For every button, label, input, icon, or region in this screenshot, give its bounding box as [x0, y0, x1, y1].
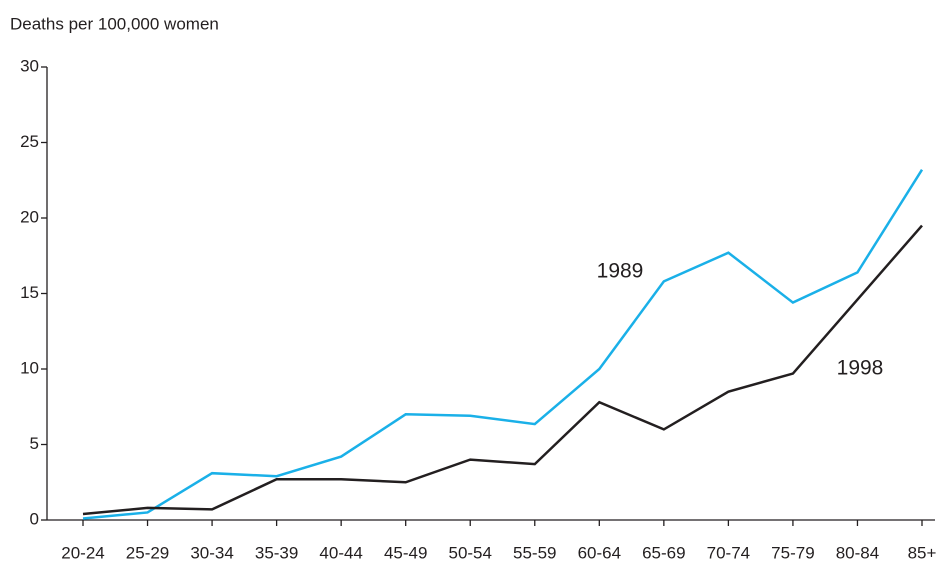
x-tick-label: 65-69 — [642, 543, 685, 562]
y-tick-label: 15 — [20, 283, 39, 302]
y-tick-label: 20 — [20, 207, 39, 226]
x-tick-label: 50-54 — [448, 543, 491, 562]
x-tick-label: 40-44 — [319, 543, 362, 562]
x-tick-label: 70-74 — [707, 543, 750, 562]
x-tick-label: 80-84 — [836, 543, 879, 562]
series-label: 1998 — [837, 357, 884, 380]
x-tick-label: 85+ — [908, 543, 937, 562]
line-series — [82, 224, 923, 516]
x-tick-label: 35-39 — [255, 543, 298, 562]
line-series — [82, 169, 924, 520]
x-tick-label: 25-29 — [126, 543, 169, 562]
x-tick-label: 60-64 — [578, 543, 621, 562]
x-tick-label: 30-34 — [190, 543, 233, 562]
y-tick-label: 5 — [30, 434, 39, 453]
y-tick-label: 0 — [30, 509, 39, 528]
y-tick-label: 30 — [20, 56, 39, 75]
x-tick-label: 75-79 — [771, 543, 814, 562]
y-tick-label: 25 — [20, 132, 39, 151]
x-tick-label: 55-59 — [513, 543, 556, 562]
x-tick-label: 45-49 — [384, 543, 427, 562]
series-label: 1989 — [597, 260, 644, 283]
x-tick-label: 20-24 — [61, 543, 104, 562]
y-axis-label: Deaths per 100,000 women — [10, 14, 219, 33]
y-tick-label: 10 — [20, 358, 39, 377]
